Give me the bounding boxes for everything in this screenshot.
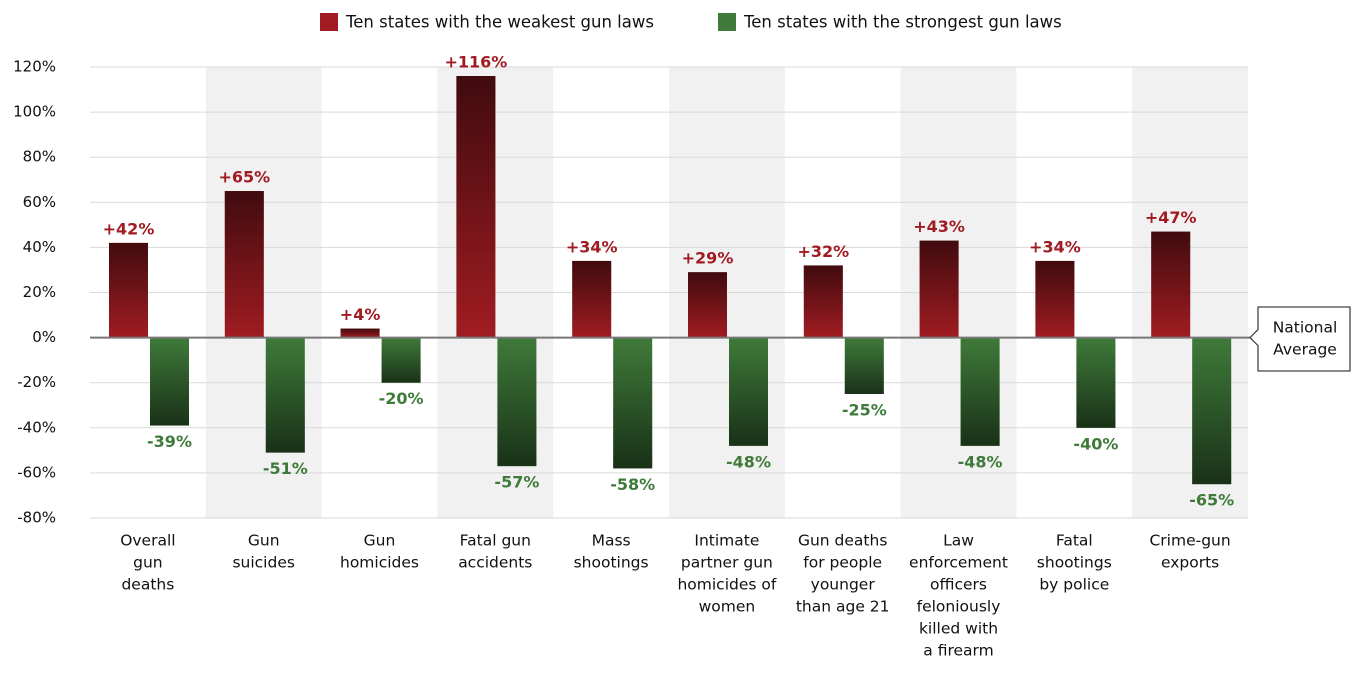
bar-shade [803, 265, 843, 338]
x-tick-label: Gun [364, 532, 396, 550]
bar-shade [1076, 337, 1116, 428]
bar-shade [109, 242, 148, 338]
value-label: +4% [340, 305, 381, 324]
value-label: -57% [494, 473, 539, 492]
labels: -80% -60% -40% -20% 0% 20% 40% 60% 80% 100% 120% Te… [13, 13, 1351, 660]
value-label: +29% [682, 249, 734, 268]
y-tick-label: -20% [17, 373, 56, 391]
x-tick-label: by police [1039, 576, 1109, 594]
value-label: -51% [263, 459, 308, 478]
value-label: +43% [913, 217, 965, 236]
bar-shade [960, 337, 1000, 446]
y-tick-label: 60% [23, 193, 56, 211]
x-tick-label: Gun [248, 532, 280, 550]
x-tick-label: homicides of [677, 576, 776, 594]
legend-swatch [718, 13, 736, 31]
x-tick-label: Overall [120, 532, 175, 550]
bar-shade [340, 328, 380, 338]
bar-shade [1035, 260, 1075, 338]
value-label: +34% [566, 237, 618, 256]
y-tick-label: 0% [32, 328, 56, 346]
bar-shade [1192, 337, 1232, 485]
x-tick-label: killed with [919, 620, 998, 638]
bar-shade [497, 337, 537, 467]
x-tick-label: exports [1161, 554, 1219, 572]
legend-label: Ten states with the weakest gun laws [345, 13, 654, 32]
value-label: -58% [610, 475, 655, 494]
bar-shade [572, 260, 612, 338]
annotation: National [1273, 319, 1338, 337]
y-tick-label: 80% [23, 148, 56, 166]
bar-shade [844, 337, 884, 394]
marks [90, 76, 1256, 485]
bar-shade [729, 337, 768, 446]
value-label: -20% [379, 389, 424, 408]
bar-shade [613, 337, 653, 469]
x-tick-label: Crime-gun [1149, 532, 1230, 550]
y-tick-label: -60% [17, 463, 56, 481]
bar-shade [381, 337, 421, 383]
x-tick-label: deaths [121, 576, 174, 594]
bar-shade [456, 76, 496, 338]
x-tick-label: Fatal [1056, 532, 1093, 550]
x-tick-label: younger [811, 576, 876, 594]
x-tick-label: women [699, 598, 756, 616]
y-tick-label: 20% [23, 283, 56, 301]
x-tick-label: Law [943, 532, 974, 550]
annotation-box [1249, 306, 1351, 372]
value-label: +47% [1145, 208, 1197, 227]
x-tick-label: Intimate [694, 532, 759, 550]
legend-label: Ten states with the strongest gun laws [743, 13, 1062, 32]
x-tick-label: than age 21 [796, 598, 890, 616]
value-label: +42% [103, 219, 155, 238]
y-tick-label: -40% [17, 418, 56, 436]
annotation: Average [1273, 341, 1337, 359]
bar-shade [919, 240, 959, 338]
x-tick-label: enforcement [909, 554, 1008, 572]
value-label: +34% [1029, 237, 1081, 256]
x-tick-label: Fatal gun [460, 532, 531, 550]
x-tick-label: partner gun [681, 554, 773, 572]
y-tick-label: 100% [13, 103, 56, 121]
bar-shade [688, 272, 727, 338]
value-label: -40% [1073, 434, 1118, 453]
bar-shade [1151, 231, 1191, 338]
x-tick-label: officers [930, 576, 987, 594]
x-tick-label: suicides [232, 554, 294, 572]
value-label: -25% [842, 400, 887, 419]
x-tick-label: feloniously [917, 598, 1001, 616]
y-tick-label: 40% [23, 238, 56, 256]
legend-swatch [320, 13, 338, 31]
x-tick-label: accidents [458, 554, 532, 572]
x-tick-label: shootings [1037, 554, 1112, 572]
x-tick-label: shootings [574, 554, 649, 572]
x-tick-label: gun [133, 554, 163, 572]
bar-shade [150, 337, 189, 426]
bar-shade [265, 337, 305, 453]
value-label: +32% [797, 242, 849, 261]
value-label: -39% [147, 432, 192, 451]
x-tick-label: for people [803, 554, 882, 572]
bar-shade [224, 191, 264, 338]
x-tick-label: Mass [592, 532, 631, 550]
x-tick-label: homicides [340, 554, 419, 572]
value-label: +65% [218, 168, 270, 187]
value-label: +116% [444, 53, 507, 72]
x-tick-label: a firearm [923, 642, 993, 660]
x-tick-label: Gun deaths [798, 532, 887, 550]
y-tick-label: -80% [17, 509, 56, 527]
value-label: -65% [1189, 491, 1234, 510]
y-tick-label: 120% [13, 58, 56, 76]
value-label: -48% [958, 452, 1003, 471]
value-label: -48% [726, 452, 771, 471]
